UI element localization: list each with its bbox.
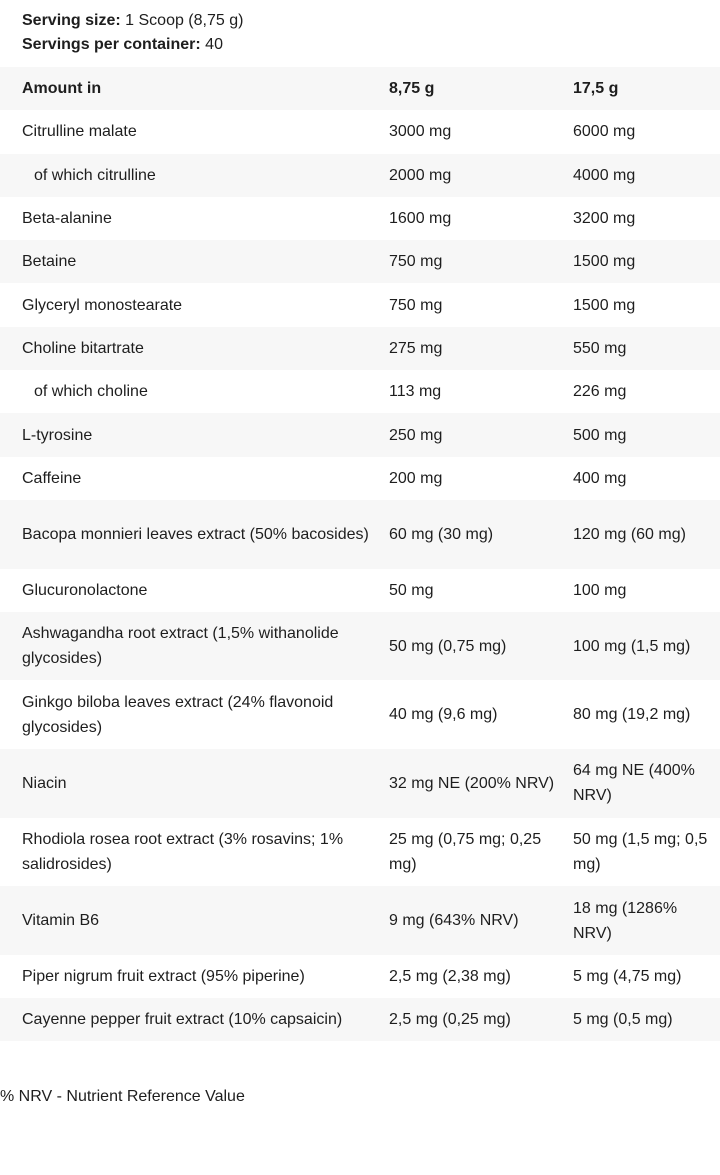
amount-double-serving: 64 mg NE (400% NRV) <box>573 762 695 805</box>
ingredient-name: Glyceryl monostearate <box>22 296 183 314</box>
table-row: Bacopa monnieri leaves extract (50% baco… <box>0 499 720 569</box>
amount-double-serving: 400 mg <box>573 469 627 487</box>
amount-per-serving: 2,5 mg (2,38 mg) <box>389 967 511 985</box>
amount-double-serving: 80 mg (19,2 mg) <box>573 706 691 724</box>
amount-double-serving: 5 mg (0,5 mg) <box>573 1011 673 1029</box>
header-amount-in: Amount in <box>22 80 102 98</box>
amount-double-serving: 18 mg (1286% NRV) <box>573 899 678 942</box>
serving-size-label: Serving size: <box>22 12 121 29</box>
amount-per-serving: 25 mg (0,75 mg; 0,25 mg) <box>389 830 542 873</box>
ingredient-name: Beta-alanine <box>22 210 112 228</box>
ingredient-name: of which choline <box>34 383 148 401</box>
ingredient-name: Bacopa monnieri leaves extract (50% baco… <box>22 525 369 543</box>
ingredient-name: of which citrulline <box>34 166 156 184</box>
ingredient-name: Ginkgo biloba leaves extract (24% flavon… <box>22 693 334 736</box>
amount-double-serving: 100 mg <box>573 581 627 599</box>
amount-double-serving: 226 mg <box>573 383 627 401</box>
table-row: Ashwagandha root extract (1,5% withanoli… <box>0 611 720 681</box>
ingredient-name: L-tyrosine <box>22 426 93 444</box>
table-row: Citrulline malate 3000 mg 6000 mg <box>0 110 720 154</box>
ingredient-name: Glucuronolactone <box>22 581 148 599</box>
ingredient-name: Choline bitartrate <box>22 339 144 357</box>
amount-per-serving: 1600 mg <box>389 210 452 228</box>
amount-per-serving: 50 mg (0,75 mg) <box>389 637 507 655</box>
ingredient-name: Ashwagandha root extract (1,5% withanoli… <box>22 625 339 668</box>
table-row: Beta-alanine 1600 mg 3200 mg <box>0 196 720 241</box>
amount-double-serving: 500 mg <box>573 426 627 444</box>
nutrition-table: Amount in 8,75 g 17,5 g Citrulline malat… <box>0 67 720 1042</box>
amount-per-serving: 60 mg (30 mg) <box>389 525 494 543</box>
ingredient-name: Rhodiola rosea root extract (3% rosavins… <box>22 830 344 873</box>
table-row: Rhodiola rosea root extract (3% rosavins… <box>0 817 720 887</box>
table-row: Choline bitartrate 275 mg 550 mg <box>0 326 720 371</box>
table-row: Glyceryl monostearate 750 mg 1500 mg <box>0 283 720 327</box>
header-col-2: 17,5 g <box>573 80 619 98</box>
amount-double-serving: 3200 mg <box>573 210 636 228</box>
nrv-footnote: % NRV - Nutrient Reference Value <box>0 1088 245 1105</box>
header-col-1: 8,75 g <box>389 80 435 98</box>
servings-per-container: Servings per container: 40 <box>22 33 243 57</box>
table-row: Caffeine 200 mg 400 mg <box>0 456 720 500</box>
amount-double-serving: 1500 mg <box>573 296 636 314</box>
servings-per-container-value: 40 <box>200 36 223 53</box>
amount-double-serving: 5 mg (4,75 mg) <box>573 967 682 985</box>
amount-double-serving: 1500 mg <box>573 253 636 271</box>
amount-per-serving: 250 mg <box>389 426 443 444</box>
ingredient-name: Caffeine <box>22 469 82 487</box>
table-row: Cayenne pepper fruit extract (10% capsai… <box>0 998 720 1042</box>
amount-double-serving: 550 mg <box>573 339 627 357</box>
amount-double-serving: 120 mg (60 mg) <box>573 525 686 543</box>
table-row: Glucuronolactone 50 mg 100 mg <box>0 568 720 612</box>
table-row: Ginkgo biloba leaves extract (24% flavon… <box>0 680 720 750</box>
table-header-row: Amount in 8,75 g 17,5 g <box>0 67 720 111</box>
ingredient-name: Cayenne pepper fruit extract (10% capsai… <box>22 1011 343 1029</box>
serving-size-value: 1 Scoop (8,75 g) <box>120 12 244 29</box>
amount-per-serving: 2000 mg <box>389 166 452 184</box>
amount-double-serving: 4000 mg <box>573 166 636 184</box>
ingredient-name: Vitamin B6 <box>22 912 100 930</box>
amount-double-serving: 50 mg (1,5 mg; 0,5 mg) <box>573 830 708 873</box>
ingredient-name: Citrulline malate <box>22 123 137 141</box>
amount-per-serving: 275 mg <box>389 339 443 357</box>
amount-per-serving: 113 mg <box>389 383 442 401</box>
amount-per-serving: 50 mg <box>389 581 434 599</box>
amount-per-serving: 750 mg <box>389 253 443 271</box>
ingredient-name: Piper nigrum fruit extract (95% piperine… <box>22 967 305 985</box>
amount-per-serving: 2,5 mg (0,25 mg) <box>389 1011 511 1029</box>
table-row: Betaine 750 mg 1500 mg <box>0 240 720 284</box>
table-row: of which choline 113 mg 226 mg <box>0 370 720 414</box>
serving-info: Serving size: 1 Scoop (8,75 g) Servings … <box>22 9 243 57</box>
table-row: Piper nigrum fruit extract (95% piperine… <box>0 954 720 999</box>
servings-per-container-label: Servings per container: <box>22 36 201 53</box>
amount-per-serving: 40 mg (9,6 mg) <box>389 706 498 724</box>
ingredient-name: Betaine <box>22 253 77 271</box>
amount-per-serving: 32 mg NE (200% NRV) <box>389 774 555 792</box>
ingredient-name: Niacin <box>22 774 67 792</box>
amount-per-serving: 3000 mg <box>389 123 452 141</box>
table-row: Niacin 32 mg NE (200% NRV) 64 mg NE (400… <box>0 749 720 818</box>
amount-double-serving: 100 mg (1,5 mg) <box>573 637 691 655</box>
amount-per-serving: 9 mg (643% NRV) <box>389 912 519 930</box>
amount-per-serving: 750 mg <box>389 296 443 314</box>
table-row: L-tyrosine 250 mg 500 mg <box>0 413 720 457</box>
serving-size: Serving size: 1 Scoop (8,75 g) <box>22 9 243 33</box>
amount-double-serving: 6000 mg <box>573 123 636 141</box>
table-row: of which citrulline 2000 mg 4000 mg <box>0 153 720 197</box>
amount-per-serving: 200 mg <box>389 469 443 487</box>
table-row: Vitamin B6 9 mg (643% NRV) 18 mg (1286% … <box>0 886 720 955</box>
